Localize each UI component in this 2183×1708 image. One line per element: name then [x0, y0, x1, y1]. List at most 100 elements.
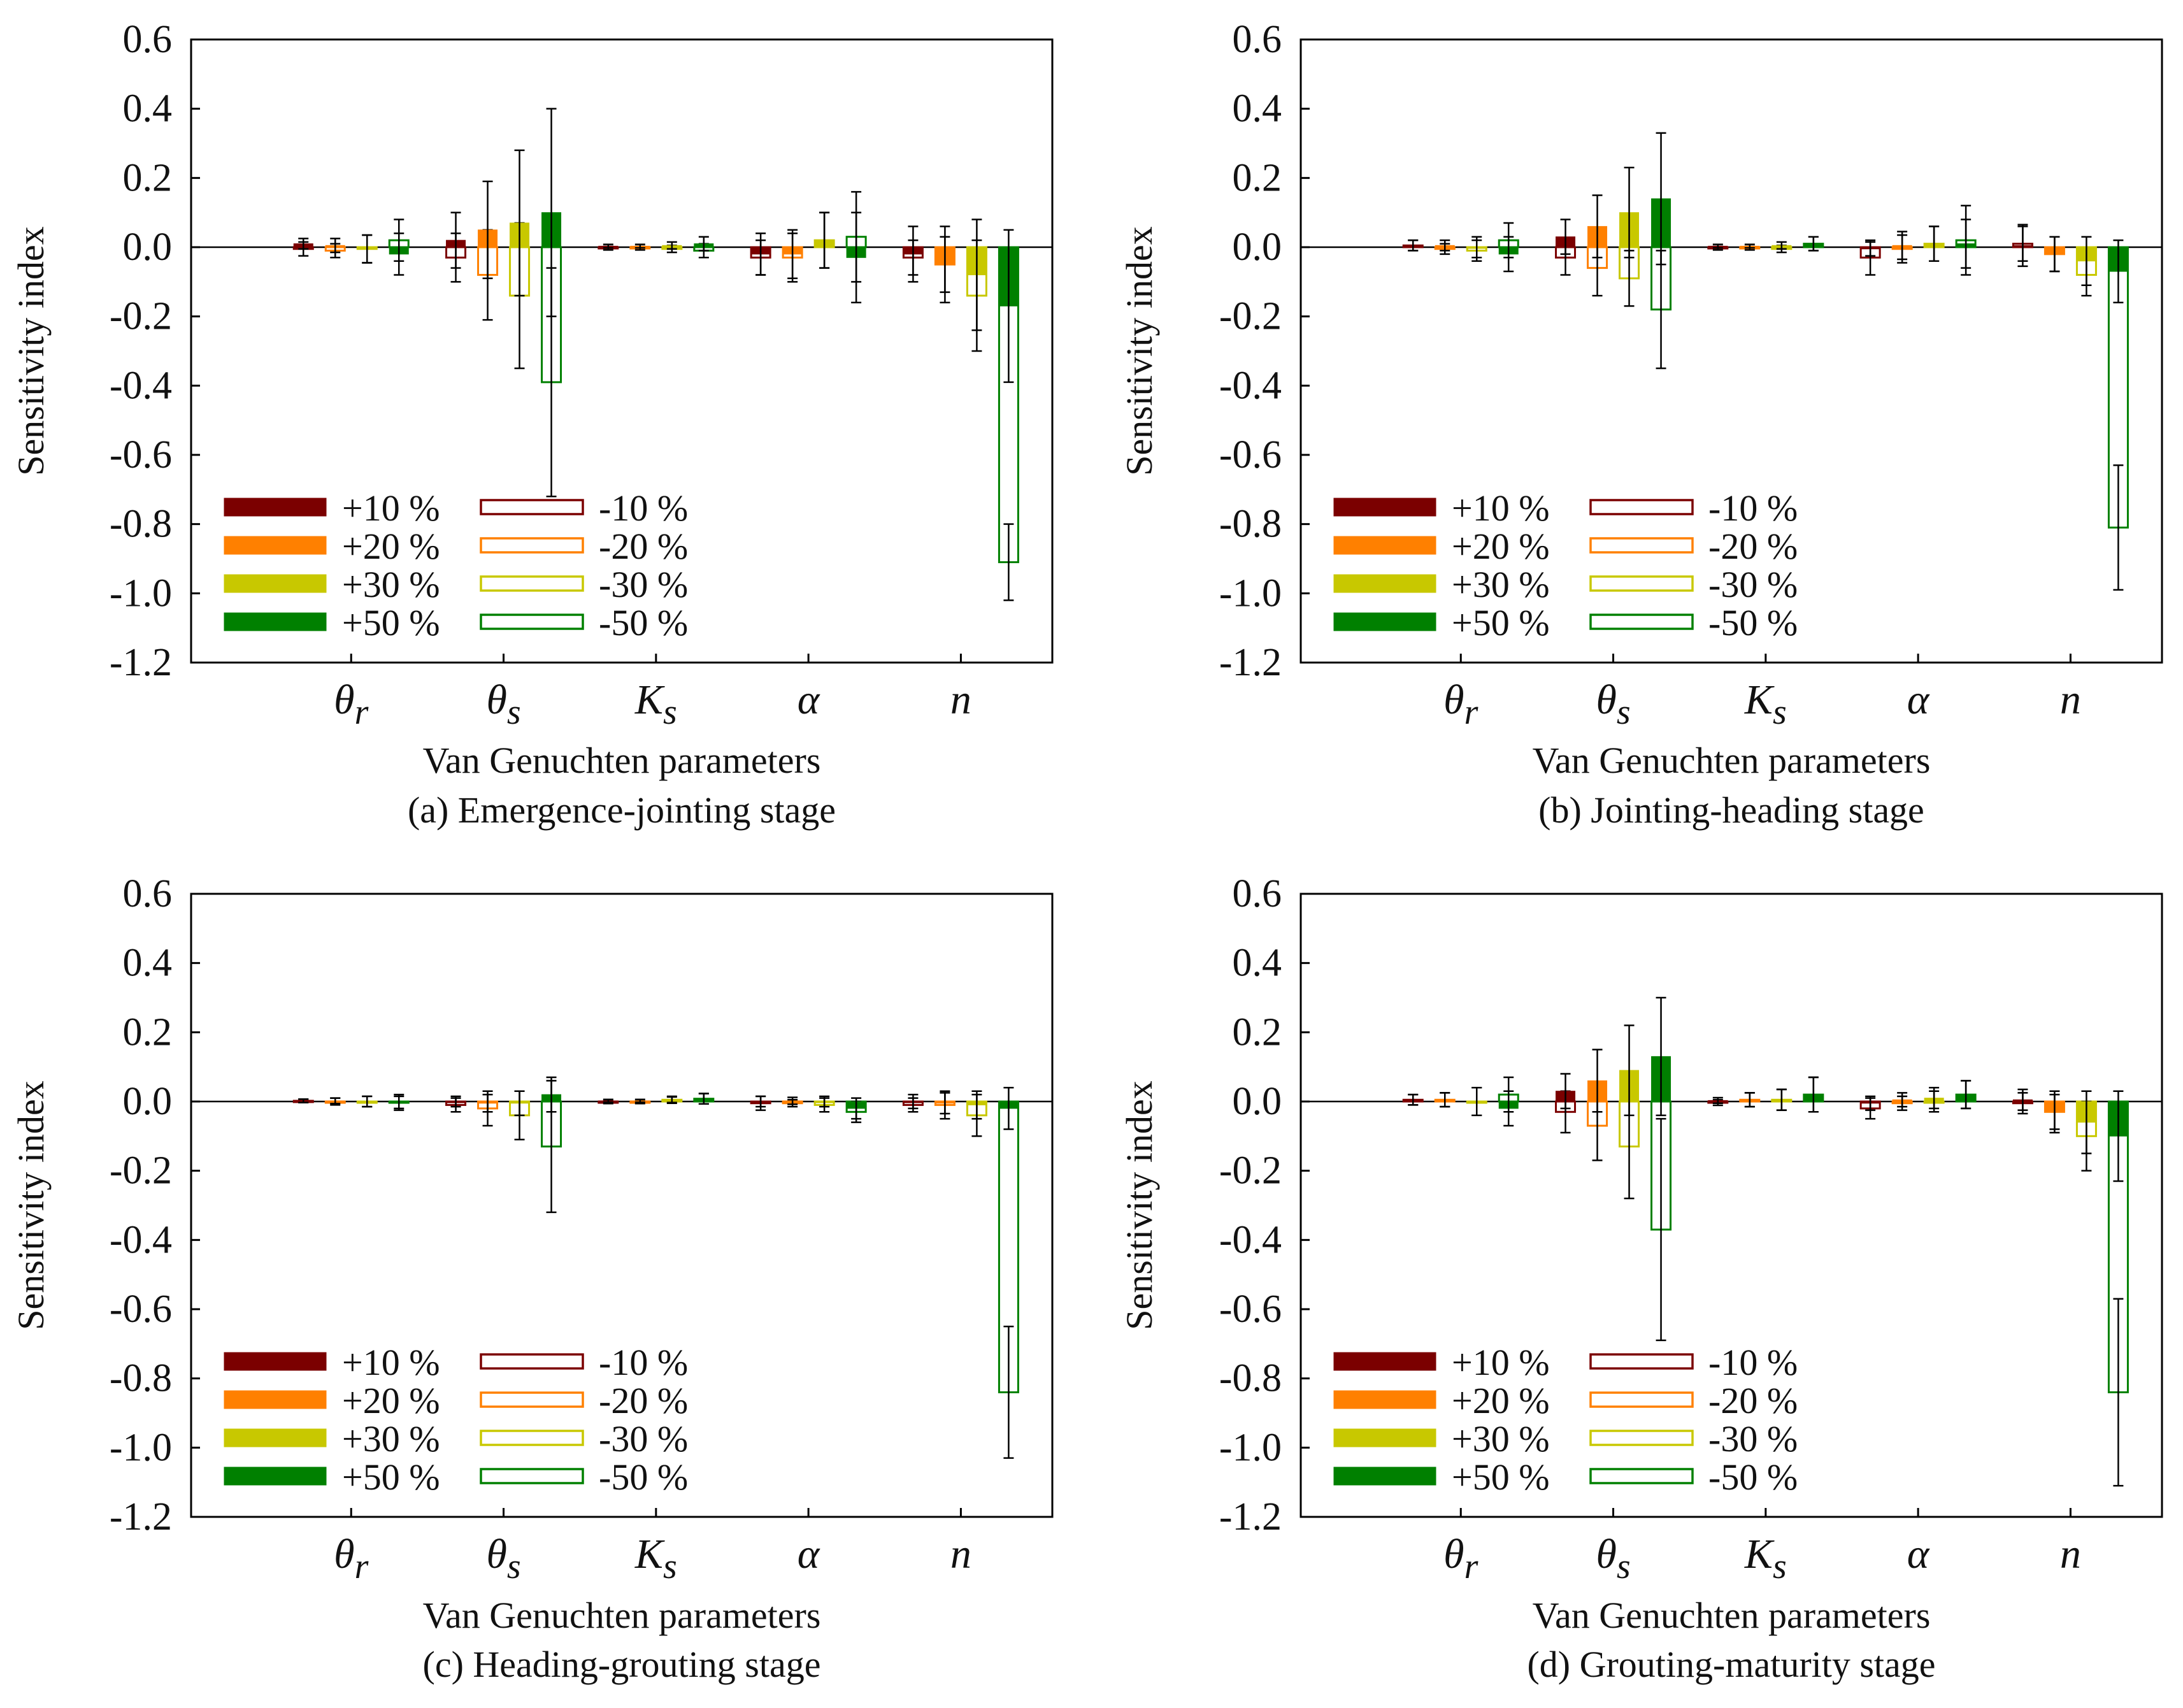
legend-swatch: [1333, 612, 1436, 631]
legend-swatch: [1333, 1352, 1436, 1371]
y-tick-label: -1.0: [110, 1426, 172, 1469]
legend-label: -10 %: [1708, 487, 1798, 529]
legend-label: +20 %: [1452, 1380, 1550, 1421]
y-tick-label: -0.6: [110, 1288, 172, 1331]
plot-frame: [190, 38, 1054, 664]
y-tick-label: 0.0: [1233, 226, 1282, 269]
x-category-label: θs: [1596, 677, 1630, 732]
legend-swatch: [1589, 614, 1694, 630]
y-tick-label: 0.6: [1233, 18, 1282, 61]
x-category-label: α: [798, 1531, 820, 1577]
y-tick-label: 0.6: [1233, 872, 1282, 915]
panel-subtitle: (c) Heading-grouting stage: [423, 1644, 821, 1685]
legend-swatch: [1589, 1391, 1694, 1408]
y-tick-label: -0.6: [110, 433, 172, 477]
chart-panel-2: 0.6 0.4 0.2 0.0 -0.2 -0.4 -0.6 -0.8 -1.0 -1.2 θr θs…: [1119, 18, 2163, 831]
x-category-label: α: [798, 677, 820, 723]
legend-swatch: [480, 1353, 584, 1370]
legend-label: +10 %: [342, 1342, 440, 1383]
x-axis-title: Van Genuchten parameters: [423, 1595, 821, 1636]
legend-swatch: [1333, 574, 1436, 593]
y-axis-title: Sensitivity index: [10, 226, 52, 476]
y-tick-label: 0.2: [1233, 156, 1282, 199]
x-category-label: Ks: [1744, 1531, 1787, 1586]
y-tick-label: -0.4: [1219, 364, 1282, 407]
legend-label: -50 %: [599, 602, 688, 643]
legend-swatch: [224, 1352, 327, 1371]
x-category-label: Ks: [634, 677, 677, 732]
x-category-label: θr: [334, 677, 368, 732]
y-tick-label: 0.6: [123, 872, 173, 915]
x-category-label: Ks: [634, 1531, 677, 1586]
legend-label: -10 %: [599, 1342, 688, 1383]
legend-label: +30 %: [342, 1418, 440, 1460]
panel-subtitle: (d) Grouting-maturity stage: [1527, 1644, 1935, 1685]
y-tick-label: 0.2: [1233, 1010, 1282, 1054]
y-tick-label: -0.8: [110, 1357, 172, 1400]
y-tick-label: -0.8: [110, 503, 172, 546]
legend-swatch: [1589, 537, 1694, 554]
legend-label: -30 %: [599, 1418, 688, 1460]
y-tick-label: -0.4: [110, 364, 172, 407]
y-tick-label: -0.4: [110, 1218, 172, 1261]
panel-subtitle: (a) Emergence-jointing stage: [408, 789, 836, 831]
legend-label: -10 %: [599, 487, 688, 529]
x-category-label: θs: [486, 677, 520, 732]
legend-swatch: [1333, 498, 1436, 517]
legend-label: +30 %: [1452, 564, 1550, 605]
plot-frame: [1299, 38, 2163, 664]
legend-swatch: [224, 612, 327, 631]
y-tick-label: 0.4: [1233, 942, 1282, 985]
x-category-label: θr: [334, 1531, 368, 1586]
y-axis-title: Sensitivity index: [1119, 226, 1160, 476]
y-tick-label: 0.4: [1233, 87, 1282, 131]
legend-swatch: [224, 536, 327, 555]
y-tick-label: 0.2: [123, 1010, 173, 1054]
x-category-label: θr: [1443, 677, 1478, 732]
y-tick-label: 0.0: [1233, 1080, 1282, 1123]
y-tick-label: -0.4: [1219, 1218, 1282, 1261]
legend-label: +50 %: [342, 1456, 440, 1498]
y-tick-label: -1.0: [1219, 1426, 1282, 1469]
y-tick-label: -0.6: [1219, 433, 1282, 477]
legend-label: -20 %: [599, 1380, 688, 1421]
legend-label: +20 %: [342, 526, 440, 567]
legend-label: -10 %: [1708, 1342, 1798, 1383]
y-tick-label: -1.2: [1219, 641, 1282, 684]
legend-swatch: [224, 1467, 327, 1486]
x-category-label: θs: [486, 1531, 520, 1586]
legend-label: +10 %: [1452, 487, 1550, 529]
x-category-label: n: [2060, 1531, 2081, 1577]
y-tick-label: 0.4: [123, 87, 173, 131]
legend-swatch: [1333, 1467, 1436, 1486]
legend-swatch: [1333, 1428, 1436, 1447]
legend-label: +50 %: [1452, 602, 1550, 643]
chart-panel-1: 0.6 0.4 0.2 0.0 -0.2 -0.4 -0.6 -0.8 -1.0 -1.2 θr θs…: [10, 18, 1054, 831]
legend-label: +10 %: [342, 487, 440, 529]
legend-swatch: [480, 614, 584, 630]
y-tick-label: 0.2: [123, 156, 173, 199]
legend-label: -50 %: [599, 1456, 688, 1498]
legend-swatch: [1589, 1353, 1694, 1370]
y-tick-label: -1.0: [110, 571, 172, 615]
legend-swatch: [224, 1428, 327, 1447]
legend-swatch: [480, 499, 584, 515]
x-axis-title: Van Genuchten parameters: [1533, 1595, 1931, 1636]
legend-label: -20 %: [1708, 526, 1798, 567]
y-tick-label: 0.0: [123, 1080, 173, 1123]
legend-swatch: [480, 1430, 584, 1446]
legend-label: +20 %: [1452, 526, 1550, 567]
legend-label: +30 %: [342, 564, 440, 605]
y-tick-label: -1.2: [110, 1495, 172, 1539]
y-tick-label: -1.0: [1219, 571, 1282, 615]
y-tick-label: 0.4: [123, 942, 173, 985]
x-category-label: θs: [1596, 1531, 1630, 1586]
plot-frame: [190, 893, 1054, 1518]
y-tick-label: 0.6: [123, 18, 173, 61]
x-category-label: n: [950, 1531, 971, 1577]
y-tick-label: 0.0: [123, 226, 173, 269]
x-category-label: Ks: [1744, 677, 1787, 732]
legend-label: +50 %: [342, 602, 440, 643]
x-category-label: α: [1907, 677, 1930, 723]
